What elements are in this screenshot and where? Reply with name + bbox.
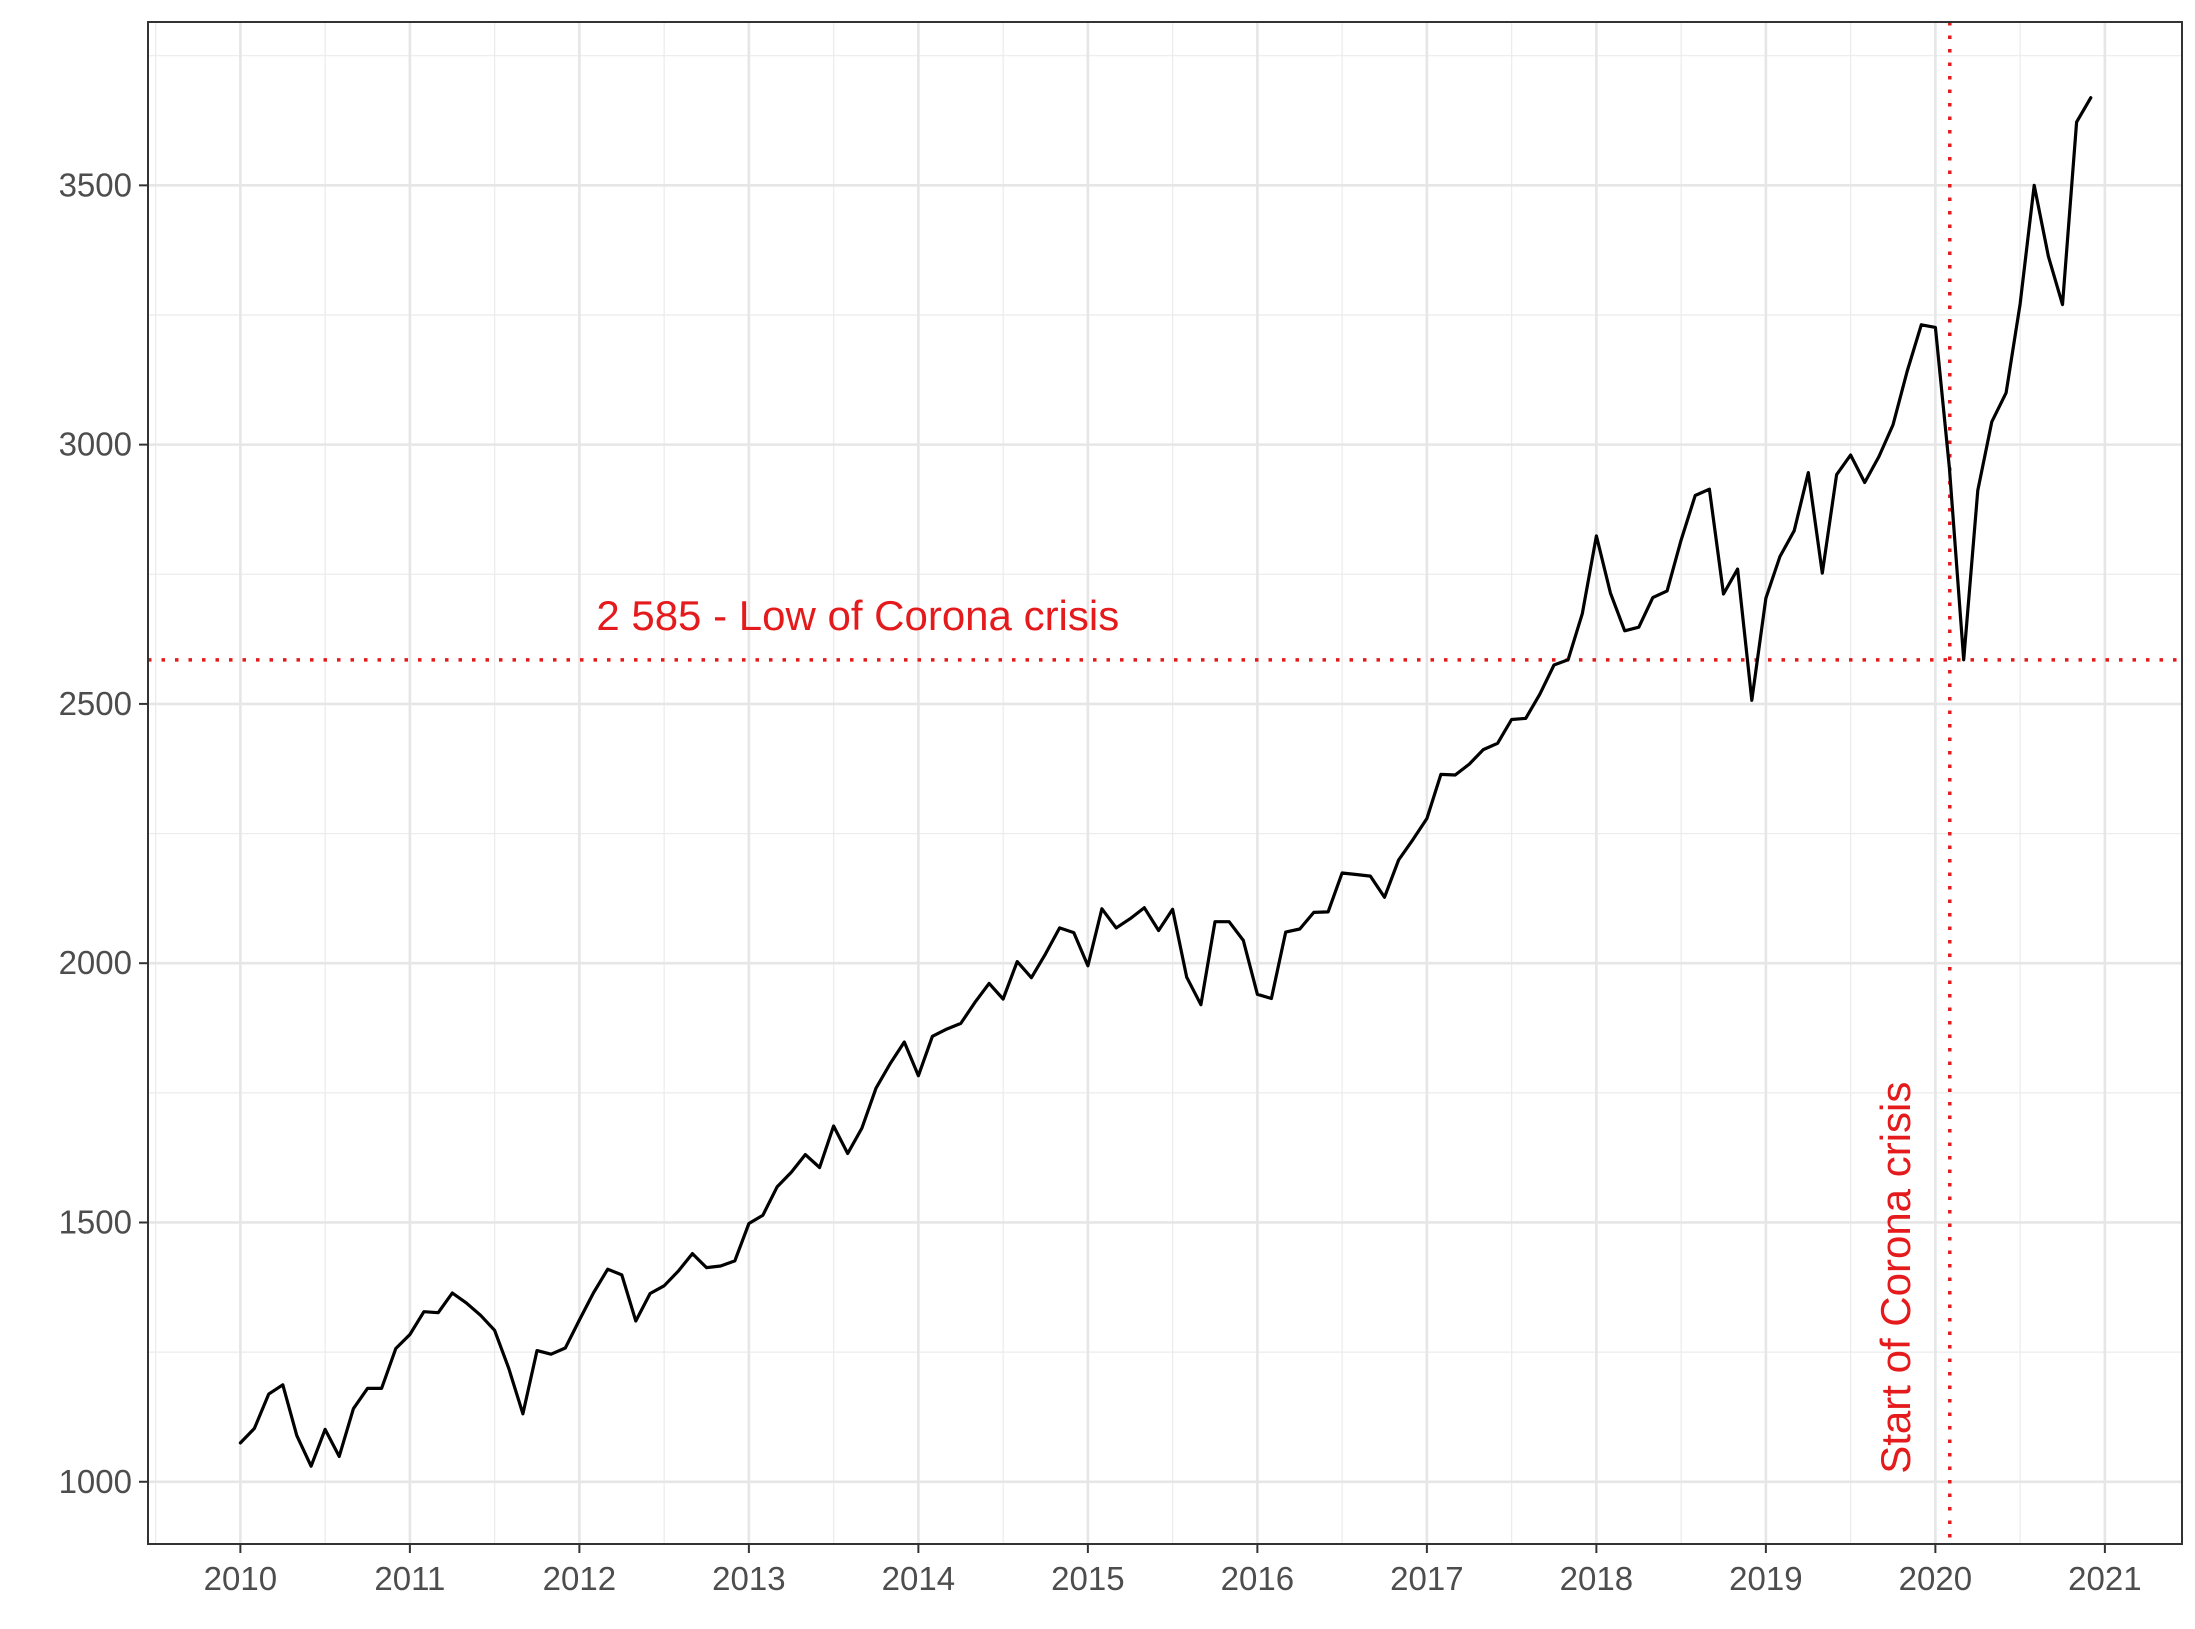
axes: 1000 1500 2000 2500 3000 3500 2010 2011 2012 2013… [59, 166, 2142, 1597]
y-axis-tick-label: 3000 [59, 426, 132, 463]
annotations: 2 585 - Low of Corona crisis Start of Co… [596, 592, 1918, 1474]
x-axis-tick-label: 2021 [2068, 1560, 2141, 1597]
vline-annotation-label: Start of Corona crisis [1872, 1082, 1919, 1474]
y-axis-tick-label: 2000 [59, 944, 132, 981]
hline-annotation-label: 2 585 - Low of Corona crisis [596, 592, 1119, 639]
y-axis-tick-label: 3500 [59, 166, 132, 203]
plot-panel-border [147, 21, 2183, 1545]
x-axis-tick-label: 2010 [204, 1560, 277, 1597]
minor-gridlines [148, 22, 2182, 1544]
x-axis-tick-label: 2014 [882, 1560, 955, 1597]
x-axis-tick-label: 2016 [1221, 1560, 1294, 1597]
series-layer [238, 96, 2093, 1468]
x-axis-tick-label: 2011 [374, 1560, 445, 1597]
x-axis-tick-label: 2019 [1729, 1560, 1802, 1597]
x-axis-tick-label: 2017 [1390, 1560, 1463, 1597]
reference-lines [148, 22, 2182, 1544]
y-axis-tick-label: 1000 [59, 1463, 132, 1500]
major-gridlines [148, 22, 2182, 1544]
x-axis-tick-label: 2012 [543, 1560, 616, 1597]
x-axis-tick-label: 2020 [1899, 1560, 1972, 1597]
y-axis-tick-label: 2500 [59, 685, 132, 722]
x-axis-tick-label: 2015 [1051, 1560, 1124, 1597]
x-axis-tick-label: 2013 [712, 1560, 785, 1597]
y-axis-tick-label: 1500 [59, 1203, 132, 1240]
series-line [238, 96, 2093, 1468]
x-axis-tick-label: 2018 [1560, 1560, 1633, 1597]
